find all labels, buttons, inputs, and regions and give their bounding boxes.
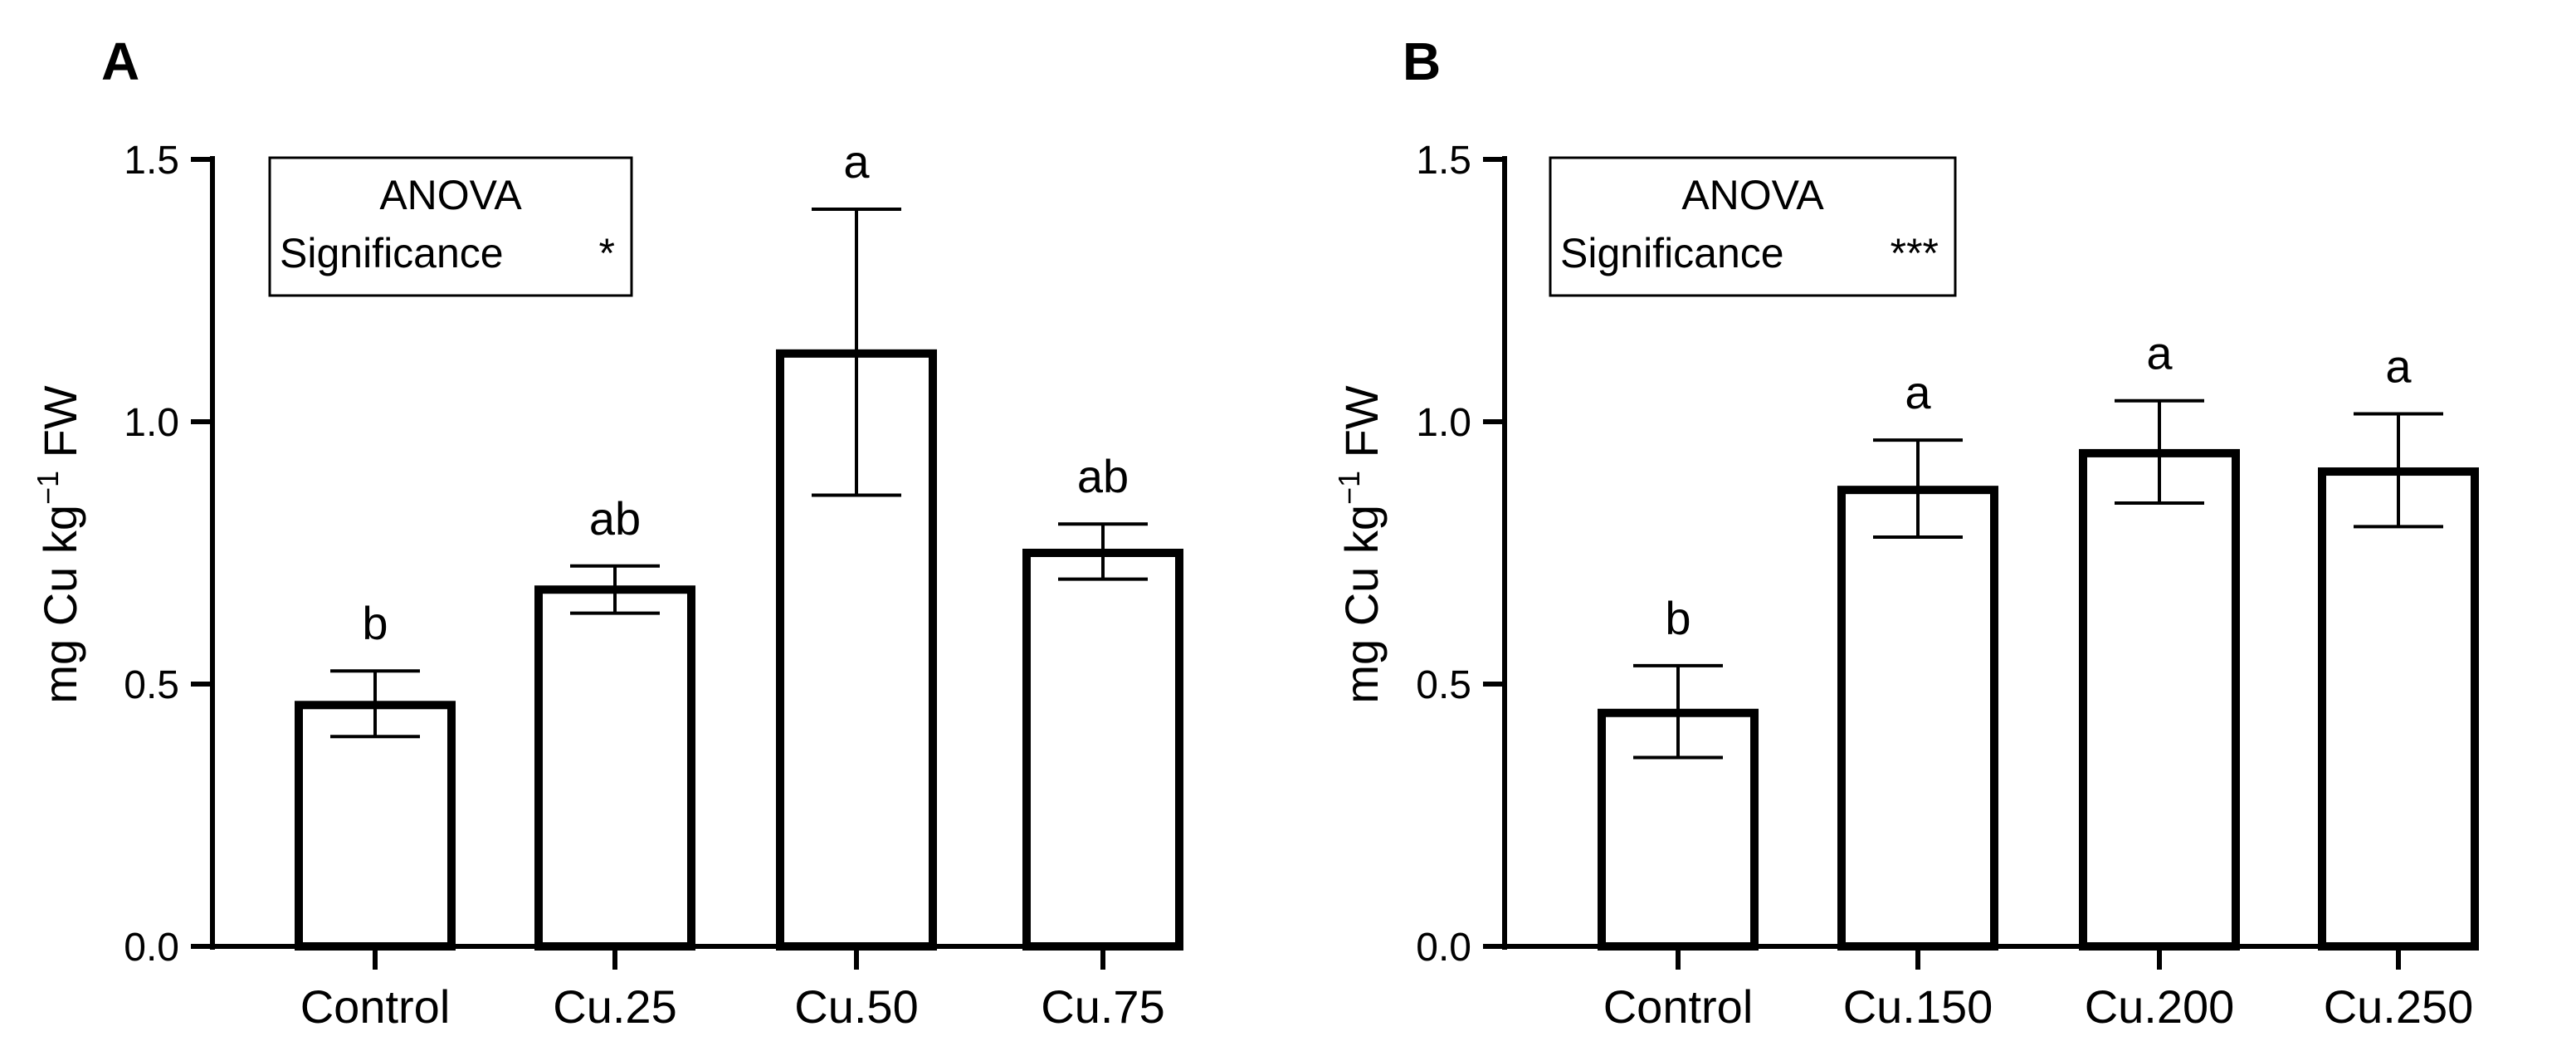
y-tick-label: 0.0 — [1416, 926, 1471, 970]
y-tick-label: 1.0 — [124, 401, 179, 445]
significance-letter: b — [1665, 592, 1690, 644]
bar — [1837, 486, 1998, 951]
y-tick-label: 1.5 — [124, 139, 179, 183]
x-tick-label: Cu.150 — [1843, 980, 1993, 1033]
x-tick-label: Cu.50 — [794, 980, 918, 1033]
x-tick-label: Cu.25 — [553, 980, 676, 1033]
y-axis-label: mg Cu kg−1 FW — [31, 385, 86, 703]
x-tick-label: Cu.250 — [2324, 980, 2474, 1033]
significance-letter: a — [843, 135, 870, 188]
y-tick-label: 0.0 — [124, 926, 179, 970]
y-tick-label: 1.0 — [1416, 401, 1471, 445]
significance-letter: a — [2385, 340, 2412, 393]
anova-title: ANOVA — [1681, 172, 1824, 218]
significance-letter: ab — [1077, 450, 1129, 502]
panel-label: A — [101, 32, 139, 91]
y-axis-label-main: mg Cu kg — [34, 505, 86, 704]
panel-label: B — [1403, 32, 1441, 91]
y-tick-label: 0.5 — [124, 663, 179, 707]
x-tick-label: Control — [300, 980, 451, 1033]
panel-a: A 0.0 0.5 1.0 1.5 mg Cu kg−1 FW Control b Cu.25 a… — [31, 32, 1183, 1033]
anova-box — [1549, 156, 1957, 297]
significance-letter: ab — [589, 492, 641, 545]
bar — [295, 701, 456, 951]
anova-box — [268, 156, 633, 297]
y-tick-label: 1.5 — [1416, 139, 1471, 183]
bar — [2318, 467, 2479, 951]
y-axis-label: mg Cu kg−1 FW — [1332, 385, 1388, 703]
bar — [1022, 549, 1183, 951]
bar — [534, 585, 695, 951]
significance-letter: b — [362, 597, 388, 649]
anova-title: ANOVA — [379, 172, 522, 218]
y-axis-label-superscript: −1 — [31, 471, 65, 505]
significance-letter: a — [1905, 366, 1931, 418]
y-axis-label-superscript: −1 — [1332, 471, 1366, 505]
significance-letter: a — [2146, 327, 2173, 379]
bar — [2079, 448, 2240, 951]
anova-significance-label: Significance — [1560, 230, 1784, 276]
anova-significance-label: Significance — [280, 230, 504, 276]
y-axis-label-main: mg Cu kg — [1335, 505, 1388, 704]
y-axis-label-unit: FW — [1335, 385, 1388, 471]
x-tick-label: Cu.75 — [1041, 980, 1164, 1033]
x-tick-label: Cu.200 — [2085, 980, 2235, 1033]
anova-significance-stars: *** — [1891, 230, 1939, 276]
anova-significance-stars: * — [599, 230, 615, 276]
x-tick-label: Control — [1603, 980, 1754, 1033]
panel-b: B 0.0 0.5 1.0 1.5 mg Cu kg−1 FW Control b Cu.150… — [1332, 32, 2479, 1033]
y-axis-label-unit: FW — [34, 385, 86, 471]
y-tick-label: 0.5 — [1416, 663, 1471, 707]
